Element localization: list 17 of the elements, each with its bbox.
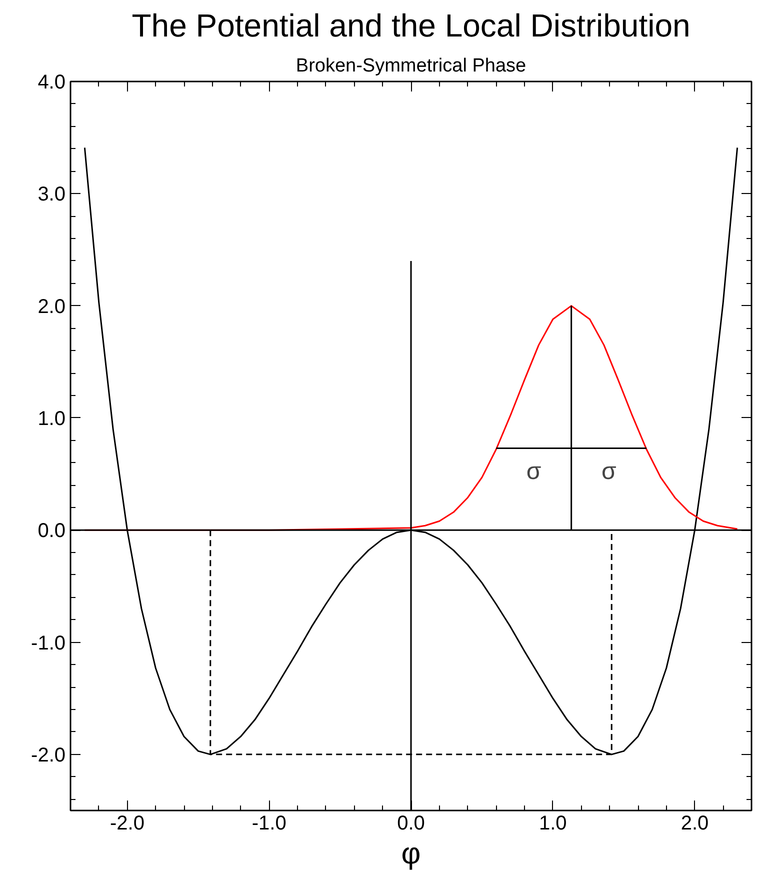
x-tick-label: 0.0 xyxy=(397,812,425,834)
y-tick-label: -1.0 xyxy=(31,632,66,654)
chart-title: The Potential and the Local Distribution xyxy=(132,8,690,44)
annotation: σ xyxy=(526,458,542,486)
chart-subtitle: Broken-Symmetrical Phase xyxy=(296,56,526,76)
x-axis-title: φ xyxy=(401,838,421,870)
y-tick-label: 3.0 xyxy=(38,184,66,206)
y-tick-label: 1.0 xyxy=(38,408,66,430)
y-tick-label: 0.0 xyxy=(38,520,66,542)
x-tick-label: -2.0 xyxy=(110,812,144,834)
x-tick-label: 2.0 xyxy=(680,812,709,834)
y-tick-label: 4.0 xyxy=(38,72,66,94)
y-tick-label: -2.0 xyxy=(31,744,66,766)
x-tick-label: 1.0 xyxy=(538,812,567,834)
y-tick-label: 2.0 xyxy=(38,296,66,318)
x-tick-label: -1.0 xyxy=(252,812,286,834)
annotation: σ xyxy=(602,458,617,486)
